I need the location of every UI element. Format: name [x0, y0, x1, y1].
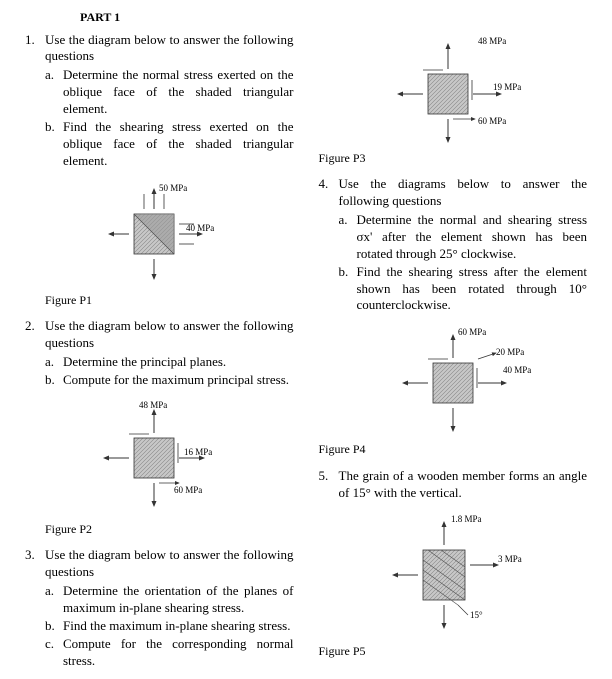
- figure-p5-svg: 1.8 MPa 3 MPa 15°: [363, 510, 543, 640]
- q3-body: Use the diagram below to answer the foll…: [45, 547, 294, 670]
- q4b-letter: b.: [339, 264, 357, 315]
- two-column-layout: 1. Use the diagram below to answer the f…: [25, 32, 587, 679]
- q3-subs: a. Determine the orientation of the plan…: [45, 583, 294, 669]
- q1a-text: Determine the normal stress exerted on t…: [63, 67, 294, 118]
- q3-intro: Use the diagram below to answer the foll…: [45, 547, 294, 579]
- p5-right-label: 3 MPa: [498, 554, 522, 564]
- q1-intro: Use the diagram below to answer the foll…: [45, 32, 294, 64]
- p2-right-label: 16 MPa: [184, 447, 212, 457]
- q4-intro: Use the diagrams below to answer the fol…: [339, 176, 588, 208]
- p1-right-label: 40 MPa: [186, 223, 214, 233]
- q2-sub-b: b. Compute for the maximum principal str…: [45, 372, 294, 389]
- p4-right-label: 40 MPa: [503, 365, 531, 375]
- figure-p2-label: Figure P2: [45, 522, 294, 538]
- q4b-text: Find the shearing stress after the eleme…: [357, 264, 588, 315]
- q2b-letter: b.: [45, 372, 63, 389]
- q1b-letter: b.: [45, 119, 63, 170]
- q4-sub-b: b. Find the shearing stress after the el…: [339, 264, 588, 315]
- q1-body: Use the diagram below to answer the foll…: [45, 32, 294, 171]
- figure-p5-wrap: 1.8 MPa 3 MPa 15° Figure P5: [319, 510, 588, 660]
- q5-body: The grain of a wooden member forms an an…: [339, 468, 588, 502]
- q1-subs: a. Determine the normal stress exerted o…: [45, 67, 294, 169]
- q2a-text: Determine the principal planes.: [63, 354, 294, 371]
- q5-intro: The grain of a wooden member forms an an…: [339, 468, 588, 500]
- figure-p1-label: Figure P1: [45, 293, 294, 309]
- q3c-letter: c.: [45, 636, 63, 670]
- figure-p4-label: Figure P4: [319, 442, 588, 458]
- figure-p1-wrap: 50 MPa 40 MPa Figure P1: [25, 179, 294, 309]
- part-title: PART 1: [80, 10, 587, 26]
- q3b-letter: b.: [45, 618, 63, 635]
- q1b-text: Find the shearing stress exerted on the …: [63, 119, 294, 170]
- q4a-letter: a.: [339, 212, 357, 263]
- figure-p1-svg: 50 MPa 40 MPa: [84, 179, 234, 289]
- figure-p5-label: Figure P5: [319, 644, 588, 660]
- q2-number: 2.: [25, 318, 45, 390]
- figure-p2-wrap: 48 MPa 16 MPa 60 MPa Figure P2: [25, 398, 294, 538]
- p3-top-label: 48 MPa: [478, 36, 506, 46]
- question-5: 5. The grain of a wooden member forms an…: [319, 468, 588, 502]
- figure-p3-wrap: 48 MPa 19 MPa 60 MPa Figure P3: [319, 32, 588, 167]
- p3-bottom-label: 60 MPa: [478, 116, 506, 126]
- q2-body: Use the diagram below to answer the foll…: [45, 318, 294, 390]
- q3a-letter: a.: [45, 583, 63, 617]
- q3-sub-a: a. Determine the orientation of the plan…: [45, 583, 294, 617]
- q1-sub-b: b. Find the shearing stress exerted on t…: [45, 119, 294, 170]
- figure-p2-svg: 48 MPa 16 MPa 60 MPa: [79, 398, 239, 518]
- q2-intro: Use the diagram below to answer the foll…: [45, 318, 294, 350]
- q3c-text: Compute for the corresponding normal str…: [63, 636, 294, 670]
- q2-subs: a. Determine the principal planes. b. Co…: [45, 354, 294, 389]
- p5-top-label: 1.8 MPa: [451, 514, 482, 524]
- question-1: 1. Use the diagram below to answer the f…: [25, 32, 294, 171]
- p1-top-label: 50 MPa: [159, 183, 187, 193]
- q3b-text: Find the maximum in-plane shearing stres…: [63, 618, 294, 635]
- question-2: 2. Use the diagram below to answer the f…: [25, 318, 294, 390]
- q1-number: 1.: [25, 32, 45, 171]
- q4a-text: Determine the normal and shearing stress…: [357, 212, 588, 263]
- q3a-text: Determine the orientation of the planes …: [63, 583, 294, 617]
- p2-bottom-label: 60 MPa: [174, 485, 202, 495]
- question-4: 4. Use the diagrams below to answer the …: [319, 176, 588, 315]
- q1a-letter: a.: [45, 67, 63, 118]
- figure-p3-label: Figure P3: [319, 151, 588, 167]
- question-3: 3. Use the diagram below to answer the f…: [25, 547, 294, 670]
- left-column: 1. Use the diagram below to answer the f…: [25, 32, 294, 679]
- figure-p4-wrap: 60 MPa 20 MPa 40 MPa Figure P4: [319, 323, 588, 458]
- figure-p4-svg: 60 MPa 20 MPa 40 MPa: [358, 323, 548, 438]
- q2b-text: Compute for the maximum principal stress…: [63, 372, 294, 389]
- figure-p3-svg: 48 MPa 19 MPa 60 MPa: [363, 32, 543, 147]
- q1-sub-a: a. Determine the normal stress exerted o…: [45, 67, 294, 118]
- q5-number: 5.: [319, 468, 339, 502]
- q2a-letter: a.: [45, 354, 63, 371]
- q4-subs: a. Determine the normal and shearing str…: [339, 212, 588, 314]
- p3-right-label: 19 MPa: [493, 82, 521, 92]
- q2-sub-a: a. Determine the principal planes.: [45, 354, 294, 371]
- q3-number: 3.: [25, 547, 45, 670]
- p4-top-label: 60 MPa: [458, 327, 486, 337]
- p4-right-top-label: 20 MPa: [496, 347, 524, 357]
- q4-sub-a: a. Determine the normal and shearing str…: [339, 212, 588, 263]
- right-column: 48 MPa 19 MPa 60 MPa Figure P3 4. Use th…: [319, 32, 588, 679]
- q3-sub-c: c. Compute for the corresponding normal …: [45, 636, 294, 670]
- q4-number: 4.: [319, 176, 339, 315]
- q3-sub-b: b. Find the maximum in-plane shearing st…: [45, 618, 294, 635]
- p2-top-label: 48 MPa: [139, 400, 167, 410]
- p5-angle-label: 15°: [470, 610, 483, 620]
- q4-body: Use the diagrams below to answer the fol…: [339, 176, 588, 315]
